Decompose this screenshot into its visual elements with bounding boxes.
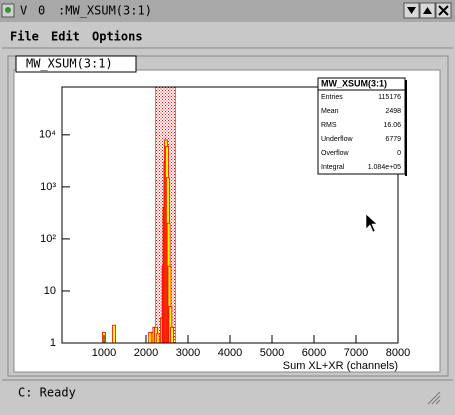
tab[interactable] (15, 55, 137, 73)
maximize-icon (423, 7, 432, 14)
stats-value: 16.06 (383, 122, 401, 129)
bar (112, 324, 116, 344)
stats-box (317, 77, 406, 175)
stats-shadow (405, 80, 407, 176)
x-tick-label: 6000 (302, 347, 326, 359)
status-text: C: Ready (18, 386, 76, 400)
stats-label: Underflow (321, 136, 353, 143)
stats-value: 1.084e+05 (368, 164, 401, 171)
stats-label: RMS (321, 122, 337, 129)
stats-value: 115176 (378, 94, 401, 101)
y-tick-label: 10 (44, 285, 56, 297)
close-icon (438, 5, 449, 16)
stats-value: 0 (397, 150, 401, 157)
x-tick-label: 1000 (92, 347, 116, 359)
plot: 1000 2000 3000 4000 5000 6000 7000 8000 1 10 10² 10… (39, 77, 410, 372)
x-tick-label: 4000 (218, 347, 242, 359)
menu-item[interactable]: File (10, 30, 39, 44)
stats-title: MW_XSUM(3:1) (321, 78, 387, 88)
x-tick-label: 7000 (344, 347, 368, 359)
y-tick-label: 10³ (40, 181, 56, 193)
icon-dot (5, 7, 11, 13)
stats-label: Overflow (321, 150, 350, 157)
bar (170, 326, 174, 344)
resize-grip[interactable] (427, 391, 441, 405)
x-tick-label: 3000 (176, 347, 200, 359)
tab-label: MW_XSUM(3:1) (26, 57, 113, 71)
y-tick-label: 10² (40, 233, 56, 245)
x-tick-label: 5000 (260, 347, 284, 359)
y-tick-label: 10⁴ (39, 129, 56, 141)
stats-label: Integral (321, 164, 345, 171)
bar (155, 333, 160, 344)
window-title: :MW_XSUM(3:1) (58, 4, 152, 18)
title-bar (0, 0, 455, 22)
menu-item[interactable]: Options (92, 30, 143, 44)
minimize-icon (407, 7, 416, 14)
x-tick-label: 2000 (134, 347, 158, 359)
stats-label: Entries (321, 94, 343, 101)
title-icon-text: 0 (38, 4, 45, 18)
y-tick-label: 1 (50, 337, 56, 349)
window-buttons (403, 2, 452, 19)
x-tick-label: 8000 (386, 347, 410, 359)
x-axis-title: Sum XL+XR (channels) (283, 360, 398, 372)
stats-label: Mean (321, 108, 339, 115)
stats-value: 6779 (385, 136, 401, 143)
title-icon-text: V (20, 4, 27, 18)
stats-value: 2498 (385, 108, 401, 115)
menu-item[interactable]: Edit (51, 30, 80, 44)
mouse-cursor (365, 213, 378, 233)
